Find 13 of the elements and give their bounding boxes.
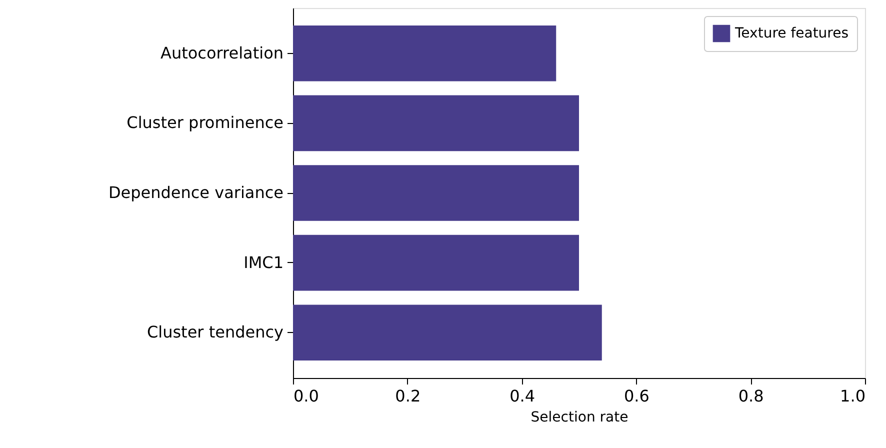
y-tick-label: IMC1 <box>244 252 284 272</box>
x-axis-title: Selection rate <box>530 410 628 426</box>
x-tick-label: 0.2 <box>395 386 421 406</box>
legend-label: Texture features <box>734 26 849 42</box>
y-tick-label: Cluster tendency <box>146 322 284 342</box>
x-tick-label: 1.0 <box>840 386 866 406</box>
y-tick-label: Dependence variance <box>108 183 284 202</box>
x-tick-label: 0.0 <box>294 386 319 406</box>
y-tick-label: Autocorrelation <box>160 43 284 62</box>
x-tick-label: 0.6 <box>624 386 650 406</box>
x-tick-label: 0.8 <box>738 386 764 406</box>
y-tick-label: Cluster prominence <box>126 113 284 132</box>
x-tick-label: 0.4 <box>510 386 536 406</box>
